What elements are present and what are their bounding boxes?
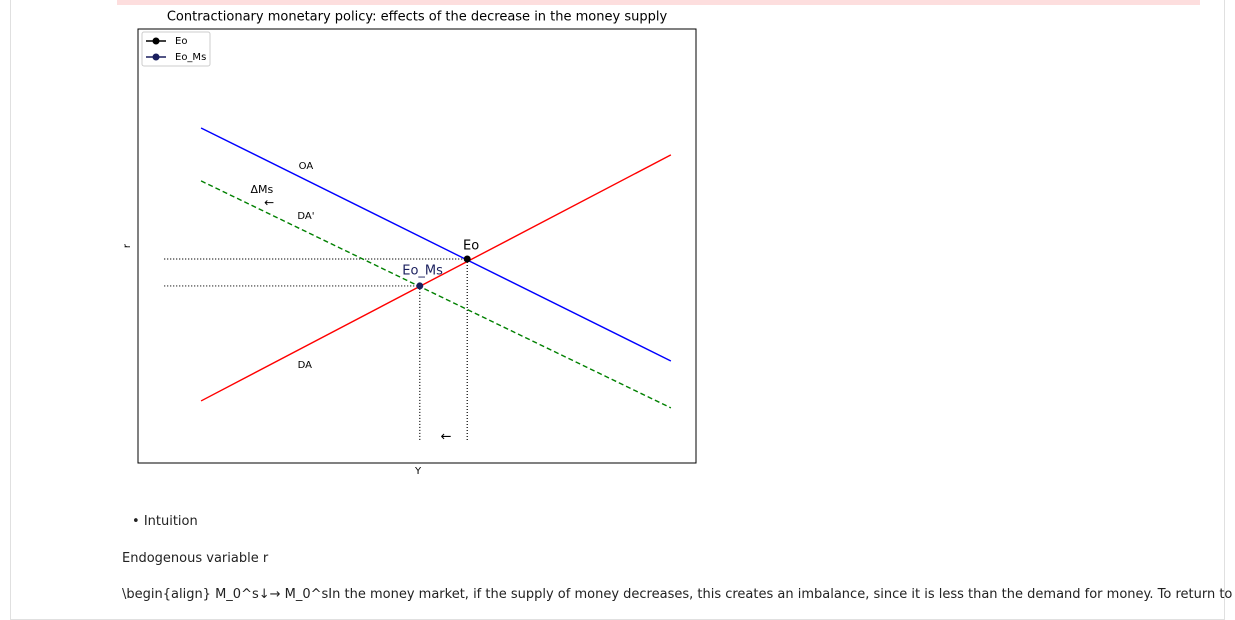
bullet-text: Intuition — [143, 514, 198, 529]
chart: Contractionary monetary policy: effects … — [122, 10, 697, 477]
paragraph: Endogenous variable r — [122, 551, 269, 566]
chart-title: Contractionary monetary policy: effects … — [167, 10, 668, 25]
page: Contractionary monetary policy: effects … — [10, 0, 1233, 620]
paragraph: \begin{align} M_0^s↓→ M_0^sIn the money … — [122, 587, 1233, 602]
curve — [200, 154, 672, 402]
code-output-bar — [117, 0, 1200, 5]
curve — [200, 127, 672, 362]
legend-label: Eo — [175, 36, 187, 47]
annotation: DA — [298, 360, 313, 371]
legend-marker — [152, 37, 160, 45]
x-axis-label: Y — [414, 466, 422, 477]
curve — [200, 180, 672, 409]
point — [416, 282, 424, 290]
annotation: ΔMs — [251, 183, 274, 196]
annotation: DA' — [297, 211, 314, 222]
annotation: Eo_Ms — [402, 264, 443, 279]
annotation: ← — [441, 429, 452, 444]
legend-marker — [152, 53, 160, 61]
bullet-item: • Intuition — [132, 514, 198, 529]
annotation: ← — [264, 196, 274, 210]
annotation: OA — [299, 161, 314, 172]
plot-frame — [137, 28, 697, 464]
annotation: Eo — [463, 239, 479, 254]
y-axis-label: r — [122, 243, 133, 248]
point — [463, 255, 471, 263]
legend-label: Eo_Ms — [175, 52, 206, 63]
